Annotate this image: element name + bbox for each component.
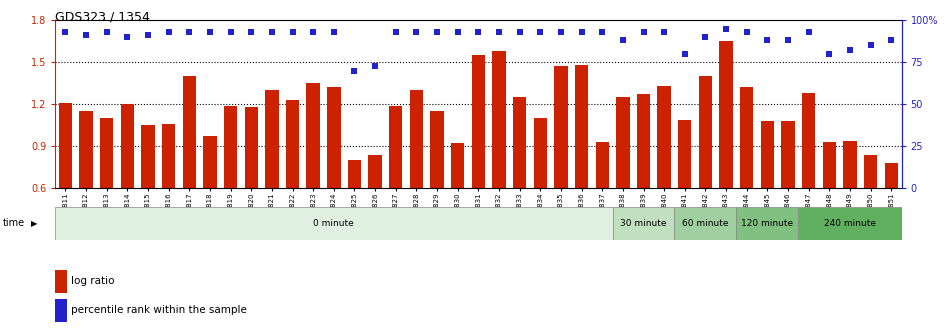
Bar: [162, 124, 175, 272]
Text: log ratio: log ratio: [71, 276, 114, 286]
Bar: [451, 143, 464, 272]
Point: [243, 29, 259, 35]
Point: [326, 29, 341, 35]
Point: [718, 26, 733, 31]
Bar: [864, 155, 877, 272]
Bar: [612, 207, 674, 240]
Point: [305, 29, 320, 35]
Text: 240 minute: 240 minute: [824, 219, 876, 228]
Bar: [616, 97, 630, 272]
Point: [409, 29, 424, 35]
Point: [203, 29, 218, 35]
Point: [79, 33, 94, 38]
Bar: [844, 140, 857, 272]
Text: 30 minute: 30 minute: [620, 219, 667, 228]
Point: [677, 51, 692, 56]
Bar: [431, 111, 444, 272]
Bar: [782, 121, 795, 272]
Bar: [55, 299, 67, 322]
Bar: [719, 41, 733, 272]
Bar: [265, 90, 279, 272]
Point: [760, 38, 775, 43]
Point: [863, 43, 878, 48]
Bar: [183, 76, 196, 272]
Point: [801, 29, 816, 35]
Bar: [761, 121, 774, 272]
Bar: [637, 94, 650, 272]
Text: time: time: [3, 218, 25, 228]
Point: [574, 29, 590, 35]
Bar: [657, 86, 670, 272]
Text: 60 minute: 60 minute: [682, 219, 728, 228]
Bar: [472, 55, 485, 272]
Bar: [327, 87, 340, 272]
Bar: [493, 51, 506, 272]
Point: [120, 34, 135, 40]
Point: [367, 63, 382, 68]
Bar: [244, 107, 258, 272]
Point: [430, 29, 445, 35]
Point: [347, 68, 362, 73]
Point: [471, 29, 486, 35]
Bar: [798, 207, 902, 240]
Bar: [678, 120, 691, 272]
Point: [739, 29, 754, 35]
Point: [161, 29, 176, 35]
Bar: [674, 207, 736, 240]
Point: [58, 29, 73, 35]
Bar: [736, 207, 798, 240]
Bar: [55, 207, 612, 240]
Point: [512, 29, 527, 35]
Bar: [513, 97, 526, 272]
Point: [553, 29, 569, 35]
Text: ▶: ▶: [31, 219, 38, 228]
Bar: [884, 163, 898, 272]
Point: [388, 29, 403, 35]
Point: [141, 33, 156, 38]
Point: [99, 29, 114, 35]
Bar: [55, 270, 67, 293]
Bar: [368, 155, 382, 272]
Bar: [802, 93, 815, 272]
Bar: [699, 76, 712, 272]
Bar: [223, 106, 238, 272]
Bar: [142, 125, 155, 272]
Text: 0 minute: 0 minute: [314, 219, 354, 228]
Point: [822, 51, 837, 56]
Bar: [306, 83, 320, 272]
Bar: [204, 136, 217, 272]
Bar: [286, 100, 300, 272]
Point: [264, 29, 280, 35]
Point: [182, 29, 197, 35]
Point: [656, 29, 671, 35]
Bar: [121, 104, 134, 272]
Bar: [554, 67, 568, 272]
Point: [285, 29, 301, 35]
Bar: [534, 118, 547, 272]
Bar: [740, 87, 753, 272]
Text: GDS323 / 1354: GDS323 / 1354: [55, 10, 150, 23]
Bar: [410, 90, 423, 272]
Point: [450, 29, 465, 35]
Text: 120 minute: 120 minute: [741, 219, 793, 228]
Bar: [595, 142, 609, 272]
Bar: [823, 142, 836, 272]
Point: [781, 38, 796, 43]
Point: [223, 29, 239, 35]
Point: [594, 29, 610, 35]
Point: [843, 48, 858, 53]
Bar: [389, 106, 402, 272]
Bar: [348, 160, 361, 272]
Text: percentile rank within the sample: percentile rank within the sample: [71, 305, 246, 315]
Point: [533, 29, 548, 35]
Bar: [80, 111, 93, 272]
Point: [615, 38, 631, 43]
Point: [636, 29, 651, 35]
Bar: [574, 65, 589, 272]
Point: [883, 38, 899, 43]
Bar: [100, 118, 113, 272]
Point: [492, 29, 507, 35]
Bar: [59, 103, 72, 272]
Point: [698, 34, 713, 40]
